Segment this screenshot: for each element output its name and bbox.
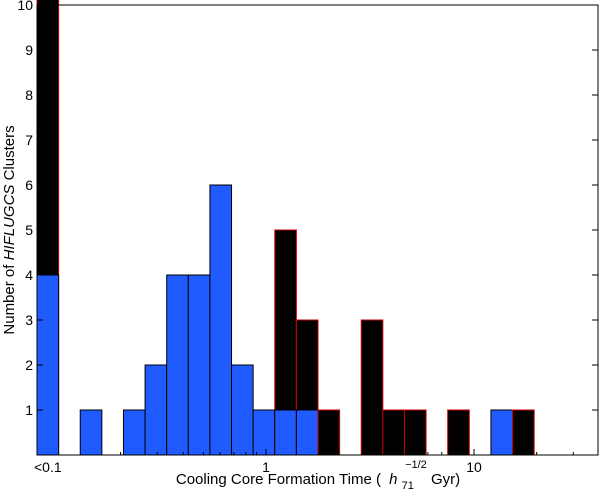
x-tick-label-0: <0.1 (34, 459, 62, 475)
bars-layer (36, 0, 535, 456)
x-axis-label: Cooling Core Formation Time ( h 71 −1/2 … (176, 455, 460, 492)
bar-black-19 (447, 409, 470, 456)
y-tick-label-1: 1 (25, 402, 33, 418)
x-label-h: h (389, 471, 397, 488)
y-tick-label-2: 2 (25, 357, 33, 373)
y-tick-label-6: 6 (25, 177, 33, 193)
bar-blue-7 (187, 274, 211, 456)
bar-blue-21 (490, 409, 514, 456)
bar-black-22 (512, 409, 535, 456)
y-label-italic: HIFLUGCS (1, 185, 18, 261)
bar-black-13 (317, 409, 341, 456)
bar-blue-9 (231, 364, 254, 456)
y-axis-label: Number of HIFLUGCS Clusters (1, 125, 18, 334)
bar-blue-5 (144, 364, 168, 456)
x-tick-label-2: 10 (466, 459, 482, 475)
bar-blue-12 (295, 409, 319, 456)
bar-black-15 (360, 319, 384, 456)
x-tick-label-1: 1 (262, 459, 270, 475)
bar-black-16 (382, 409, 405, 456)
y-tick-label-3: 3 (25, 312, 33, 328)
y-axis-ticks: 1 2 3 4 5 6 7 8 9 10 (17, 0, 598, 418)
bar-blue-8 (209, 184, 233, 456)
bar-blue-10 (252, 409, 276, 456)
y-tick-label-8: 8 (25, 87, 33, 103)
y-label-after: Clusters (1, 125, 18, 180)
bar-blue-4 (122, 409, 146, 456)
y-tick-label-10: 10 (17, 0, 33, 13)
y-tick-label-9: 9 (25, 42, 33, 58)
bar-blue-2 (79, 409, 103, 456)
y-tick-label-7: 7 (25, 132, 33, 148)
x-label-sup: −1/2 (405, 459, 427, 471)
x-label-before: Cooling Core Formation Time ( (176, 471, 381, 488)
x-label-after: Gyr) (431, 471, 460, 488)
bar-blue-6 (166, 274, 189, 456)
y-tick-label-5: 5 (25, 222, 33, 238)
x-label-sub: 71 (402, 480, 414, 492)
y-tick-label-4: 4 (25, 267, 33, 283)
y-label-before: Number of (1, 260, 18, 334)
bar-black-17 (403, 409, 427, 456)
bar-blue-11 (274, 409, 297, 456)
x-axis-ticks: <0.1 1 10 (34, 449, 574, 475)
